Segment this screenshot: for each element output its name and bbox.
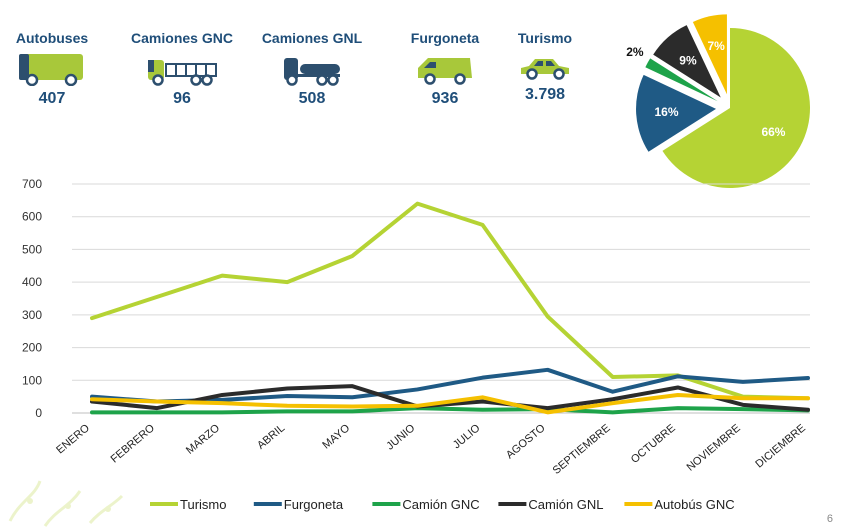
car-icon [521,59,569,80]
kpi-label: Furgoneta [410,30,480,46]
kpi-camiones-gnc: Camiones GNC 96 [117,30,247,108]
kpi-turismo: Turismo 3.798 [480,30,610,104]
legend-label: Turismo [180,497,226,512]
y-tick-label: 600 [22,210,42,224]
pie-slice-2 [645,58,718,102]
pie-slice-0 [662,28,810,188]
series-line-0 [90,201,810,401]
series-line-2 [90,406,810,415]
line-chart: 0 100 200 300 400 500 600 700 ENERO FEBRERO MARZO A… [22,177,810,512]
truck-cng-icon [148,60,217,86]
kpi-value: 3.798 [524,86,566,103]
y-tick-label: 400 [22,275,42,289]
x-tick-label: AGOSTO [504,422,548,462]
x-tick-label: MARZO [184,422,222,457]
legend-label: Furgoneta [284,497,344,512]
pie-slice-label: 2% [626,45,644,59]
page-number: 6 [826,513,833,525]
y-tick-label: 500 [22,242,42,256]
x-tick-label: FEBRERO [109,422,158,466]
legend-label: Camión GNC [402,497,479,512]
y-tick-label: 100 [22,373,42,387]
kpi-label: Turismo [517,30,573,46]
legend-label: Autobús GNC [654,497,734,512]
pie-slice-label: 9% [679,53,697,67]
x-tick-label: JUNIO [384,422,417,453]
kpi-value: 936 [431,90,459,107]
series-line-3 [90,384,810,412]
series-line-4 [90,393,810,415]
pie-slice-label: 16% [655,105,679,119]
x-tick-label: JULIO [451,422,483,452]
bus-icon [19,54,83,86]
x-tick-label: OCTUBRE [629,422,678,466]
x-tick-label: MAYO [320,422,352,452]
kpi-camiones-gnl: Camiones GNL 508 [247,30,377,108]
kpi-label: Autobuses [15,30,89,46]
y-tick-label: 700 [22,177,42,191]
pie-slice-1 [636,74,717,152]
x-tick-label: ENERO [54,422,92,457]
pie-slice-4 [692,14,727,95]
kpi-value: 407 [38,90,66,107]
y-tick-label: 0 [35,406,42,420]
truck-lng-icon [284,58,340,86]
van-icon [418,58,472,85]
x-tick-label: NOVIEMBRE [685,422,743,474]
y-tick-label: 200 [22,341,42,355]
kpi-label: Camiones GNL [261,30,363,46]
pie-slice-label: 66% [761,125,785,139]
kpi-label: Camiones GNC [131,30,233,46]
legend-label: Camión GNL [528,497,603,512]
y-tick-label: 300 [22,308,42,322]
decorative-leaf-pattern [8,480,124,527]
series-line-1 [90,367,810,404]
pie-slice-label: 7% [707,39,725,53]
kpi-furgoneta: Furgoneta 936 [380,30,510,108]
kpi-value: 508 [298,90,326,107]
pie-slice-3 [653,25,721,98]
x-tick-label: ABRIL [255,422,287,452]
kpi-autobuses: Autobuses 407 [0,30,117,108]
pie-chart: 66% 16% 2% 9% 7% [626,14,810,188]
kpi-value: 96 [173,90,191,107]
x-tick-label: DICIEMBRE [753,422,808,470]
x-tick-label: SEPTIEMBRE [551,422,613,477]
